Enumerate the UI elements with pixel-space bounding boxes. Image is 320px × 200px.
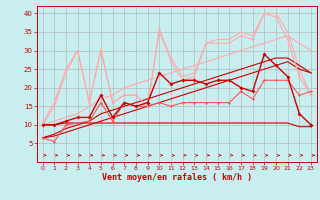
X-axis label: Vent moyen/en rafales ( km/h ): Vent moyen/en rafales ( km/h ): [102, 173, 252, 182]
